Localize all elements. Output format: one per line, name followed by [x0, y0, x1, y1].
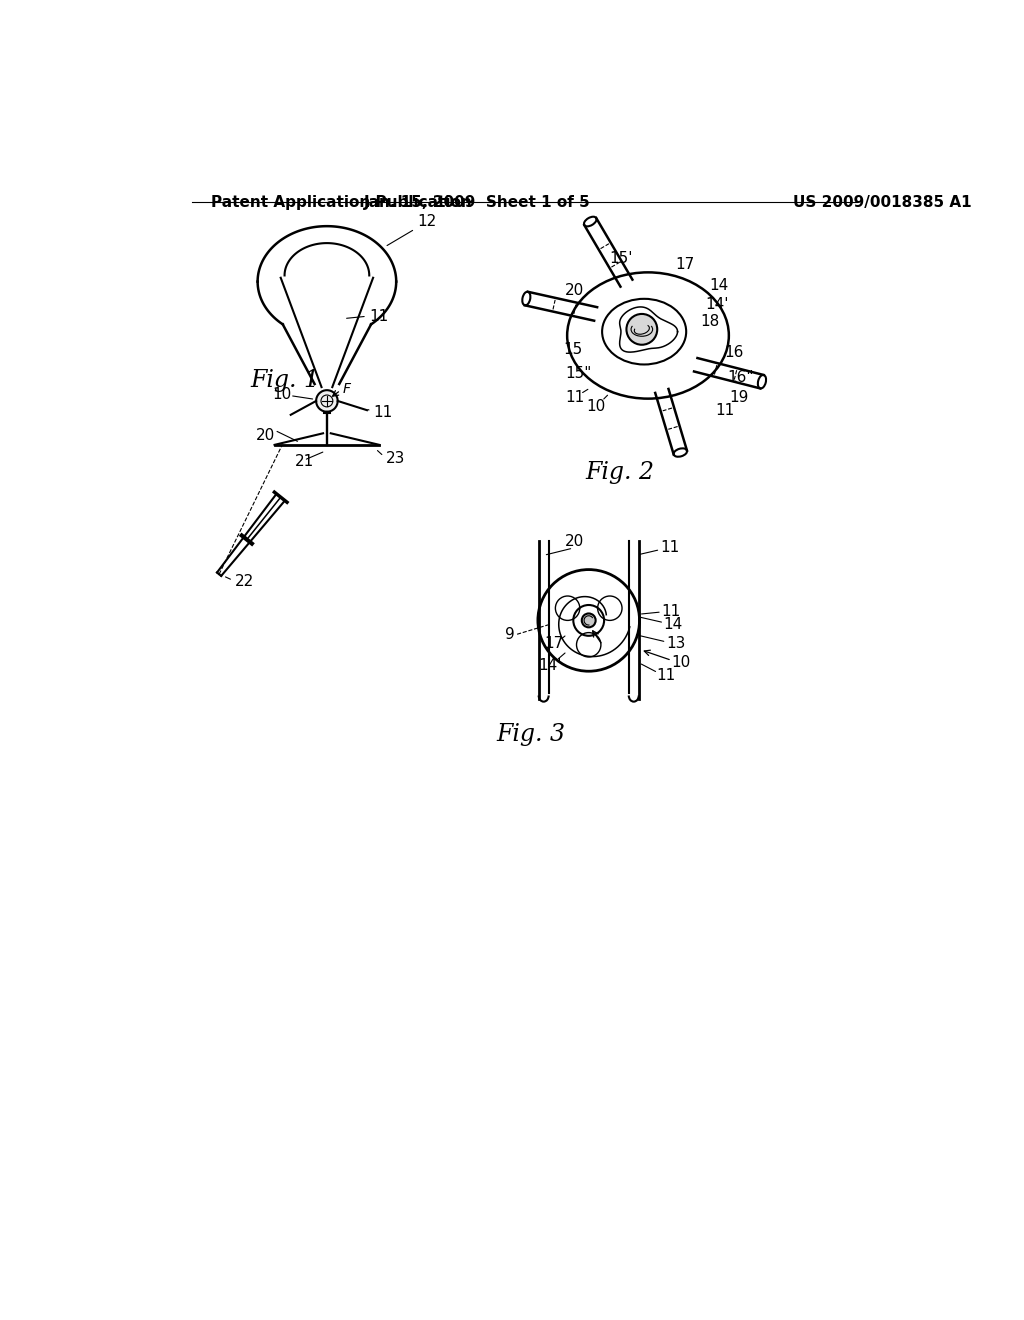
Ellipse shape: [584, 216, 597, 226]
Text: 17: 17: [545, 636, 563, 651]
Text: 17: 17: [676, 257, 694, 272]
Text: 20: 20: [565, 535, 585, 549]
Ellipse shape: [674, 449, 687, 457]
Circle shape: [316, 391, 338, 412]
Text: 11: 11: [662, 603, 681, 619]
Text: 13: 13: [666, 636, 685, 651]
Text: 16: 16: [725, 345, 743, 360]
Text: 11: 11: [659, 540, 679, 554]
Text: 11: 11: [373, 405, 392, 420]
Text: 11: 11: [716, 404, 734, 418]
Text: 10: 10: [586, 399, 605, 414]
Text: 16": 16": [727, 371, 754, 385]
Text: 15: 15: [563, 342, 583, 356]
Text: 10: 10: [672, 655, 691, 671]
Text: 19: 19: [729, 389, 749, 405]
Text: 18: 18: [700, 314, 719, 329]
Text: 21: 21: [295, 454, 313, 470]
Text: Fig. 1: Fig. 1: [250, 368, 318, 392]
Text: 11: 11: [656, 668, 676, 684]
Text: 20: 20: [565, 284, 585, 298]
Text: US 2009/0018385 A1: US 2009/0018385 A1: [793, 194, 972, 210]
Text: 23: 23: [385, 451, 404, 466]
Circle shape: [627, 314, 657, 345]
Text: 14: 14: [664, 616, 683, 632]
Text: 14: 14: [710, 279, 728, 293]
Text: Jan. 15, 2009  Sheet 1 of 5: Jan. 15, 2009 Sheet 1 of 5: [364, 194, 591, 210]
Circle shape: [582, 614, 596, 627]
Text: 11: 11: [565, 389, 585, 405]
Text: 14': 14': [539, 657, 562, 673]
Text: F: F: [342, 381, 350, 396]
Ellipse shape: [522, 292, 530, 305]
Text: Patent Application Publication: Patent Application Publication: [211, 194, 472, 210]
Text: Fig. 2: Fig. 2: [585, 461, 654, 484]
Text: 20: 20: [256, 428, 274, 444]
Text: 11: 11: [370, 309, 388, 323]
Text: 12: 12: [387, 214, 437, 246]
Text: 22: 22: [234, 574, 254, 590]
Text: 15': 15': [609, 251, 633, 267]
Text: 10: 10: [272, 387, 292, 403]
Ellipse shape: [758, 375, 766, 388]
Text: 14': 14': [706, 297, 729, 313]
Text: 9: 9: [505, 627, 514, 642]
Text: 15": 15": [565, 367, 592, 381]
Text: Fig. 3: Fig. 3: [497, 723, 565, 746]
